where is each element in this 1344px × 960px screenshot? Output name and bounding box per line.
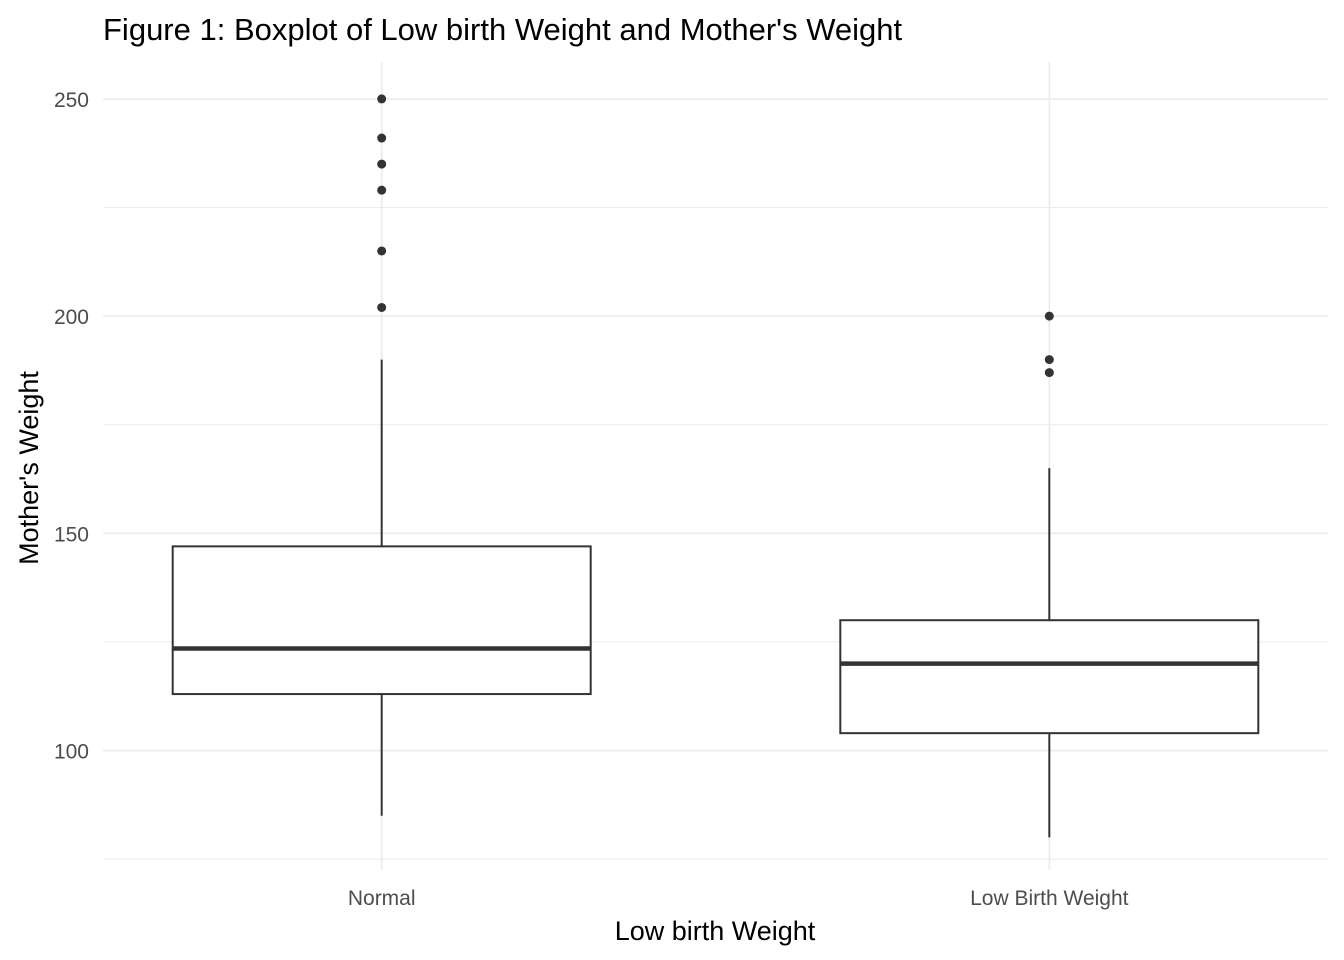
- y-axis-ticks: 100 150 200 250: [54, 89, 89, 764]
- boxes-layer: [171, 94, 1260, 838]
- y-tick-label: 150: [54, 523, 89, 546]
- outlier-point: [1044, 355, 1054, 365]
- outlier-point: [377, 159, 387, 169]
- box-iqr: [839, 619, 1260, 735]
- grid-layer: [103, 62, 1328, 870]
- y-axis-label: Mother's Weight: [14, 371, 44, 565]
- box-group: [839, 311, 1260, 838]
- x-axis-label: Low birth Weight: [615, 916, 816, 946]
- outlier-point: [1044, 368, 1054, 378]
- x-axis-ticks: Normal Low Birth Weight: [348, 887, 1129, 910]
- box-group: [171, 94, 592, 816]
- x-tick-label: Low Birth Weight: [970, 887, 1129, 910]
- outlier-point: [377, 94, 387, 104]
- outlier-point: [377, 185, 387, 195]
- y-tick-label: 250: [54, 89, 89, 112]
- outlier-point: [377, 302, 387, 312]
- y-tick-label: 100: [54, 741, 89, 764]
- box-iqr: [171, 545, 592, 696]
- outlier-point: [1044, 311, 1054, 321]
- outlier-point: [377, 246, 387, 256]
- x-tick-label: Normal: [348, 887, 416, 910]
- chart-title: Figure 1: Boxplot of Low birth Weight an…: [103, 12, 903, 47]
- outlier-point: [377, 133, 387, 143]
- y-tick-label: 200: [54, 306, 89, 329]
